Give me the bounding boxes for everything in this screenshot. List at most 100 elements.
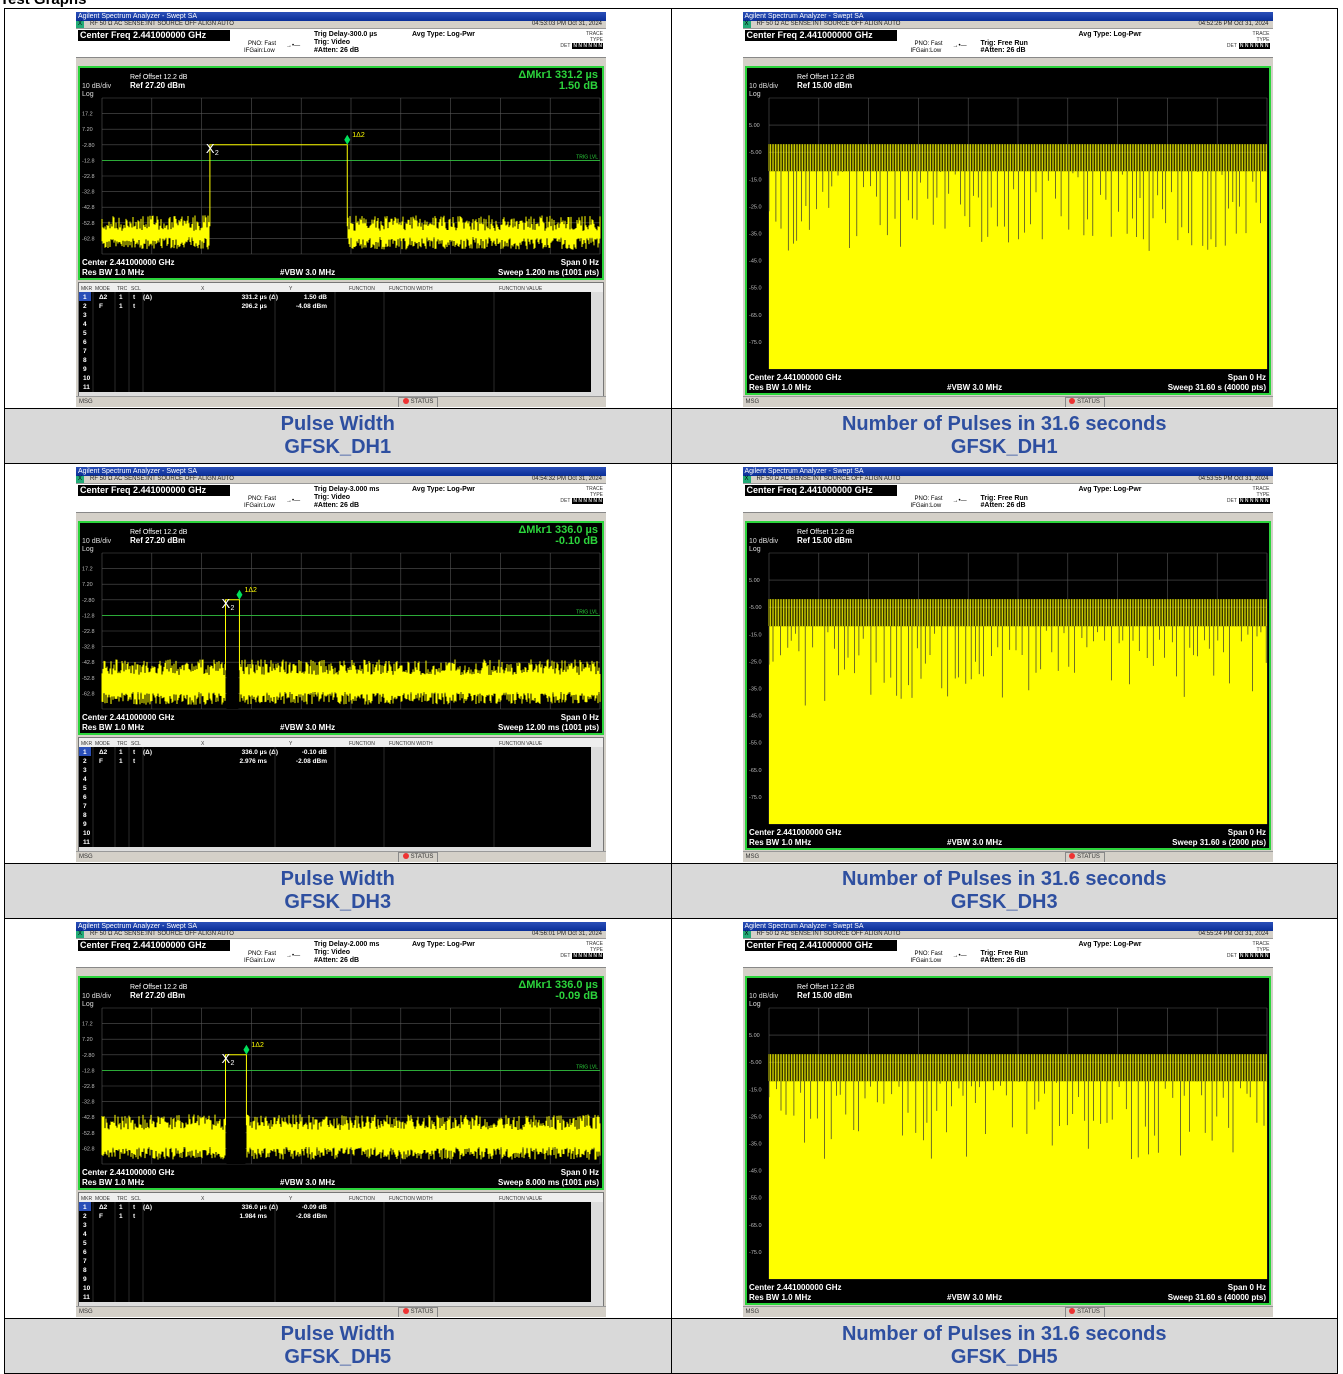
table-header: SCL [131, 1196, 141, 1202]
status-button[interactable]: STATUS [1065, 397, 1105, 407]
ref-level: Ref 15.00 dBm [797, 536, 852, 545]
status-row-text: RF 50 Ω AC SENSE:INT SOURCE OFF ALIGN AU… [757, 21, 901, 27]
spectrum-plot: Ref Offset 12.2 dB 10 dB/div Ref 27.20 dBm… [78, 521, 604, 735]
marker-cell: Δ2 [99, 1204, 108, 1211]
arrow-icon: →•— [286, 498, 300, 505]
arrow-icon: →•— [286, 953, 300, 960]
atten-setting: #Atten: 26 dB [981, 502, 1026, 510]
analyzer-screenshot: Agilent Spectrum Analyzer - Swept SA X RF … [743, 12, 1273, 407]
trigger-level-label: TRIG LVL [576, 609, 598, 615]
log-label: Log [749, 91, 761, 98]
y-tick-label: -75.0 [749, 1250, 762, 1256]
status-icon [403, 853, 409, 859]
ref-offset: Ref Offset 12.2 dB [797, 529, 855, 536]
status-label: STATUS [411, 399, 434, 405]
y-tick-label: -55.0 [749, 1196, 762, 1202]
status-button[interactable]: STATUS [398, 852, 438, 862]
window-title: Agilent Spectrum Analyzer - Swept SA [743, 12, 1273, 21]
vbw-label: #VBW 3.0 MHz [280, 723, 335, 732]
det-value: N N N N N N [1239, 43, 1270, 49]
span-label: Span 0 Hz [1227, 373, 1265, 382]
avg-type: Avg Type: Log-Pwr [412, 31, 475, 39]
status-row: X RF 50 Ω AC SENSE:INT SOURCE OFF ALIGN A… [743, 476, 1273, 484]
y-tick-label: -65.0 [749, 1223, 762, 1229]
ifgain-setting: IFGain:Low [911, 503, 942, 510]
status-button[interactable]: STATUS [1065, 852, 1105, 862]
trace-indicator: TRACE TYPE DET N N N N N N [560, 941, 603, 959]
y-tick-label: -12.8 [82, 1068, 95, 1074]
det-value: N N N N N N [1239, 953, 1270, 959]
ref-offset: Ref Offset 12.2 dB [797, 984, 855, 991]
atten-setting: #Atten: 26 dB [314, 47, 359, 55]
y-tick-label: -2.80 [82, 598, 95, 604]
det-label: DET [1227, 953, 1237, 959]
center-freq: Center Freq 2.441000000 GHz [745, 940, 897, 951]
arrow-icon: →•— [286, 43, 300, 50]
y-tick-label: -55.0 [749, 286, 762, 292]
status-row: X RF 50 Ω AC SENSE:INT SOURCE OFF ALIGN A… [76, 476, 606, 484]
msg-label: MSG [79, 1309, 93, 1315]
y-tick-label: -22.8 [82, 1084, 95, 1090]
table-header: MKR [81, 286, 93, 292]
y-tick-label: -5.00 [749, 150, 762, 156]
row-number: 4 [83, 1231, 87, 1238]
rbw-label: Res BW 1.0 MHz [749, 1293, 811, 1302]
log-label: Log [749, 546, 761, 553]
delta-marker-value: -0.09 dB [555, 990, 598, 1002]
pulse-gap [227, 664, 239, 709]
status-button[interactable]: STATUS [398, 1307, 438, 1317]
marker-1-diamond [243, 1045, 249, 1055]
table-header: FUNCTION [349, 286, 375, 292]
scrollbar [591, 292, 603, 392]
row-number: 5 [83, 1240, 87, 1247]
row-number: 4 [83, 321, 87, 328]
y-tick-label: -52.8 [82, 221, 95, 227]
marker-table: MKR MODE TRC SCL X Y FUNCTION FUNCTION WIDTH FUN… [78, 737, 604, 857]
caption-pulses-dh1: Number of Pulses in 31.6 seconds GFSK_DH1 [671, 409, 1338, 464]
status-icon [1069, 853, 1075, 859]
marker-x2-label: X [222, 596, 231, 611]
y-tick-label: -65.0 [749, 768, 762, 774]
marker-cell: 1 [119, 758, 123, 765]
atten-setting: #Atten: 26 dB [981, 957, 1026, 965]
marker-cell: 2 [83, 303, 87, 310]
pulse-fill [769, 1081, 1267, 1279]
trace-indicator: TRACE TYPE DET N N N N N N [1227, 31, 1270, 49]
y-tick-label: 7.20 [82, 1037, 93, 1043]
sweep-label: Sweep 31.60 s (40000 pts) [1167, 383, 1266, 392]
table-header: FUNCTION WIDTH [389, 1196, 433, 1202]
y-tick-label: 17.2 [82, 1022, 93, 1028]
marker-cell: (Δ) [269, 1204, 278, 1211]
sweep-label: Sweep 8.000 ms (1001 pts) [498, 1178, 599, 1187]
y-tick-label: 5.00 [749, 1033, 760, 1039]
det-row: DET N N N N N N [560, 43, 603, 49]
center-freq: Center Freq 2.441000000 GHz [78, 485, 230, 496]
scrollbar [591, 1202, 603, 1302]
table-header: MODE [95, 1196, 111, 1202]
log-label: Log [82, 1001, 94, 1008]
trace-indicator: TRACE TYPE DET N N N N N N [560, 486, 603, 504]
y-tick-label: -42.8 [82, 205, 95, 211]
status-button[interactable]: STATUS [398, 397, 438, 407]
scale-label: 10 dB/div [82, 993, 112, 1000]
status-row-text: RF 50 Ω AC SENSE:INT SOURCE OFF ALIGN AU… [757, 476, 901, 482]
y-tick-label: -12.8 [82, 613, 95, 619]
row-number: 11 [83, 384, 90, 391]
trigger-source: Trig: Video [314, 949, 350, 957]
status-label: STATUS [1077, 399, 1100, 405]
status-button[interactable]: STATUS [1065, 1307, 1105, 1317]
y-tick-label: -62.8 [82, 1146, 95, 1152]
row-number: 8 [83, 357, 87, 364]
y-tick-label: -42.8 [82, 660, 95, 666]
row-number: 9 [83, 366, 87, 373]
y-tick-label: -35.0 [749, 687, 762, 693]
center-freq: Center Freq 2.441000000 GHz [745, 30, 897, 41]
plot-svg: Ref Offset 12.2 dB 10 dB/div Ref 15.00 dBm… [747, 523, 1269, 848]
marker-cell: 1 [83, 294, 87, 301]
trigger-setting: Trig Delay-300.0 µs [314, 31, 377, 39]
ifgain-setting: IFGain:Low [911, 48, 942, 55]
y-tick-label: 5.00 [749, 578, 760, 584]
spectrum-plot: Ref Offset 12.2 dB 10 dB/div Ref 27.20 dBm… [78, 66, 604, 280]
plot-svg: Ref Offset 12.2 dB10 dB/div Ref 27.20 dBm… [80, 978, 602, 1188]
status-row: X RF 50 Ω AC SENSE:INT SOURCE OFF ALIGN A… [743, 931, 1273, 939]
